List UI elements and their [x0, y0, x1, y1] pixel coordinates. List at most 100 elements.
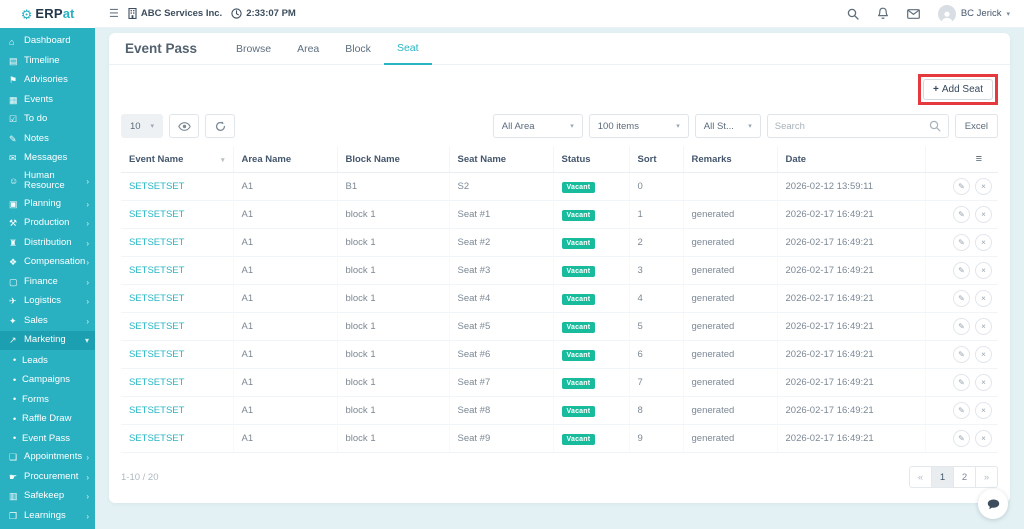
sidebar-item-marketing[interactable]: ↗ Marketing ▾: [0, 330, 95, 351]
tab-area[interactable]: Area: [297, 42, 320, 55]
delete-button[interactable]: ×: [975, 430, 992, 447]
delete-button[interactable]: ×: [975, 178, 992, 195]
sidebar-item-planning[interactable]: ▣ Planning ›: [0, 194, 95, 214]
edit-button[interactable]: ✎: [953, 318, 970, 335]
column-header-status[interactable]: Status: [553, 146, 630, 173]
sidebar-item-appointments[interactable]: ❏ Appointments ›: [0, 448, 95, 468]
sidebar-item-notes[interactable]: ✎ Notes: [0, 130, 95, 150]
sidebar-item-compensation[interactable]: ❖ Compensation ›: [0, 253, 95, 273]
delete-button[interactable]: ×: [975, 346, 992, 363]
add-seat-button[interactable]: + Add Seat: [923, 79, 993, 100]
column-header-area-name[interactable]: Area Name: [233, 146, 338, 173]
column-header-remarks[interactable]: Remarks: [683, 146, 778, 173]
delete-button[interactable]: ×: [975, 206, 992, 223]
page-1-button[interactable]: 1: [931, 466, 954, 488]
delete-button[interactable]: ×: [975, 234, 992, 251]
column-header-block-name[interactable]: Block Name: [337, 146, 450, 173]
edit-button[interactable]: ✎: [953, 234, 970, 251]
app-logo[interactable]: ⚙ ERPat: [0, 0, 95, 28]
sidebar-item-procurement[interactable]: ☛ Procurement ›: [0, 467, 95, 487]
edit-button[interactable]: ✎: [953, 178, 970, 195]
cell-date: 2026-02-17 16:49:21: [777, 228, 926, 257]
page-next-button[interactable]: »: [975, 466, 998, 488]
sidebar-item-finance[interactable]: ▢ Finance ›: [0, 272, 95, 292]
page-size-select[interactable]: 10 ▾: [121, 114, 163, 138]
gear-logo-icon: ⚙: [20, 6, 33, 22]
column-header-sort[interactable]: Sort: [629, 146, 684, 173]
x-icon: ×: [981, 322, 986, 331]
tab-block[interactable]: Block: [345, 42, 371, 55]
notifications-bell-icon[interactable]: [877, 7, 889, 20]
column-header-event-name[interactable]: Event Name ▾: [121, 146, 234, 173]
sidebar-item-human-resource[interactable]: ☺ Human Resource ›: [0, 169, 95, 195]
sidebar-item-production[interactable]: ⚒ Production ›: [0, 214, 95, 234]
edit-button[interactable]: ✎: [953, 430, 970, 447]
tab-seat[interactable]: Seat: [383, 33, 432, 65]
sidebar: ⚙ ERPat ⌂ Dashboard ▤ Timeline ⚑ Advisories ▦ E…: [0, 0, 95, 529]
sidebar-item-event-pass[interactable]: • Event Pass: [0, 428, 95, 448]
sidebar-item-dashboard[interactable]: ⌂ Dashboard: [0, 32, 95, 52]
delete-button[interactable]: ×: [975, 290, 992, 307]
cell-sort: 4: [629, 284, 684, 313]
cell-event[interactable]: SETSETSET: [121, 340, 234, 369]
edit-button[interactable]: ✎: [953, 346, 970, 363]
sidebar-item-campaigns[interactable]: • Campaigns: [0, 370, 95, 390]
page-prev-button[interactable]: «: [909, 466, 932, 488]
page-2-button[interactable]: 2: [953, 466, 976, 488]
edit-button[interactable]: ✎: [953, 262, 970, 279]
status-badge: Vacant: [561, 237, 596, 249]
sidebar-item-messages[interactable]: ✉ Messages: [0, 149, 95, 169]
actions-menu-icon: ≡: [975, 153, 982, 165]
search-input[interactable]: [774, 120, 929, 132]
cell-event[interactable]: SETSETSET: [121, 396, 234, 425]
cell-event[interactable]: SETSETSET: [121, 228, 234, 257]
sidebar-item-to-do[interactable]: ☑ To do: [0, 110, 95, 130]
timeline-icon: ▤: [9, 55, 18, 66]
refresh-button[interactable]: [205, 114, 235, 138]
sidebar-item-safekeep[interactable]: ▥ Safekeep ›: [0, 487, 95, 507]
cell-event[interactable]: SETSETSET: [121, 284, 234, 313]
excel-export-button[interactable]: Excel: [954, 114, 998, 138]
delete-button[interactable]: ×: [975, 262, 992, 279]
edit-button[interactable]: ✎: [953, 206, 970, 223]
column-header-date[interactable]: Date: [777, 146, 926, 173]
cell-event[interactable]: SETSETSET: [121, 312, 234, 341]
cell-event[interactable]: SETSETSET: [121, 172, 234, 201]
search-icon[interactable]: [847, 8, 859, 20]
tab-browse[interactable]: Browse: [236, 42, 272, 55]
edit-button[interactable]: ✎: [953, 374, 970, 391]
menu-toggle-icon[interactable]: ☰: [109, 8, 119, 20]
user-menu[interactable]: BC Jerick ▾: [937, 4, 1010, 23]
chat-fab-button[interactable]: [978, 489, 1008, 519]
items-filter-select[interactable]: 100 items ▾: [588, 114, 689, 138]
cell-area: A1: [233, 424, 338, 453]
sidebar-item-leads[interactable]: • Leads: [0, 350, 95, 370]
cell-area: A1: [233, 228, 338, 257]
cell-event[interactable]: SETSETSET: [121, 424, 234, 453]
edit-button[interactable]: ✎: [953, 402, 970, 419]
sidebar-item-raffle-draw[interactable]: • Raffle Draw: [0, 409, 95, 429]
delete-button[interactable]: ×: [975, 402, 992, 419]
sidebar-item-forms[interactable]: • Forms: [0, 389, 95, 409]
edit-button[interactable]: ✎: [953, 290, 970, 307]
cell-event[interactable]: SETSETSET: [121, 368, 234, 397]
area-filter-select[interactable]: All Area ▾: [492, 114, 583, 138]
column-header-seat-name[interactable]: Seat Name: [449, 146, 554, 173]
sidebar-item-logistics[interactable]: ✈ Logistics ›: [0, 292, 95, 312]
delete-button[interactable]: ×: [975, 374, 992, 391]
sidebar-item-timeline[interactable]: ▤ Timeline: [0, 52, 95, 72]
sidebar-item-advisories[interactable]: ⚑ Advisories: [0, 71, 95, 91]
sidebar-item-events[interactable]: ▦ Events: [0, 91, 95, 111]
sidebar-item-label: Appointments: [24, 451, 83, 463]
sidebar-item-sales[interactable]: ✦ Sales ›: [0, 311, 95, 331]
delete-button[interactable]: ×: [975, 318, 992, 335]
cell-event[interactable]: SETSETSET: [121, 256, 234, 285]
mail-icon[interactable]: [906, 8, 920, 19]
column-visibility-button[interactable]: [169, 114, 199, 138]
status-filter-select[interactable]: All St... ▾: [694, 114, 761, 138]
sidebar-item-learnings[interactable]: ❒ Learnings ›: [0, 506, 95, 526]
table-row: SETSETSET A1 block 1 Seat #1 Vacant 1 generate…: [121, 200, 998, 229]
cell-area: A1: [233, 368, 338, 397]
sidebar-item-distribution[interactable]: ♜ Distribution ›: [0, 233, 95, 253]
cell-event[interactable]: SETSETSET: [121, 200, 234, 229]
